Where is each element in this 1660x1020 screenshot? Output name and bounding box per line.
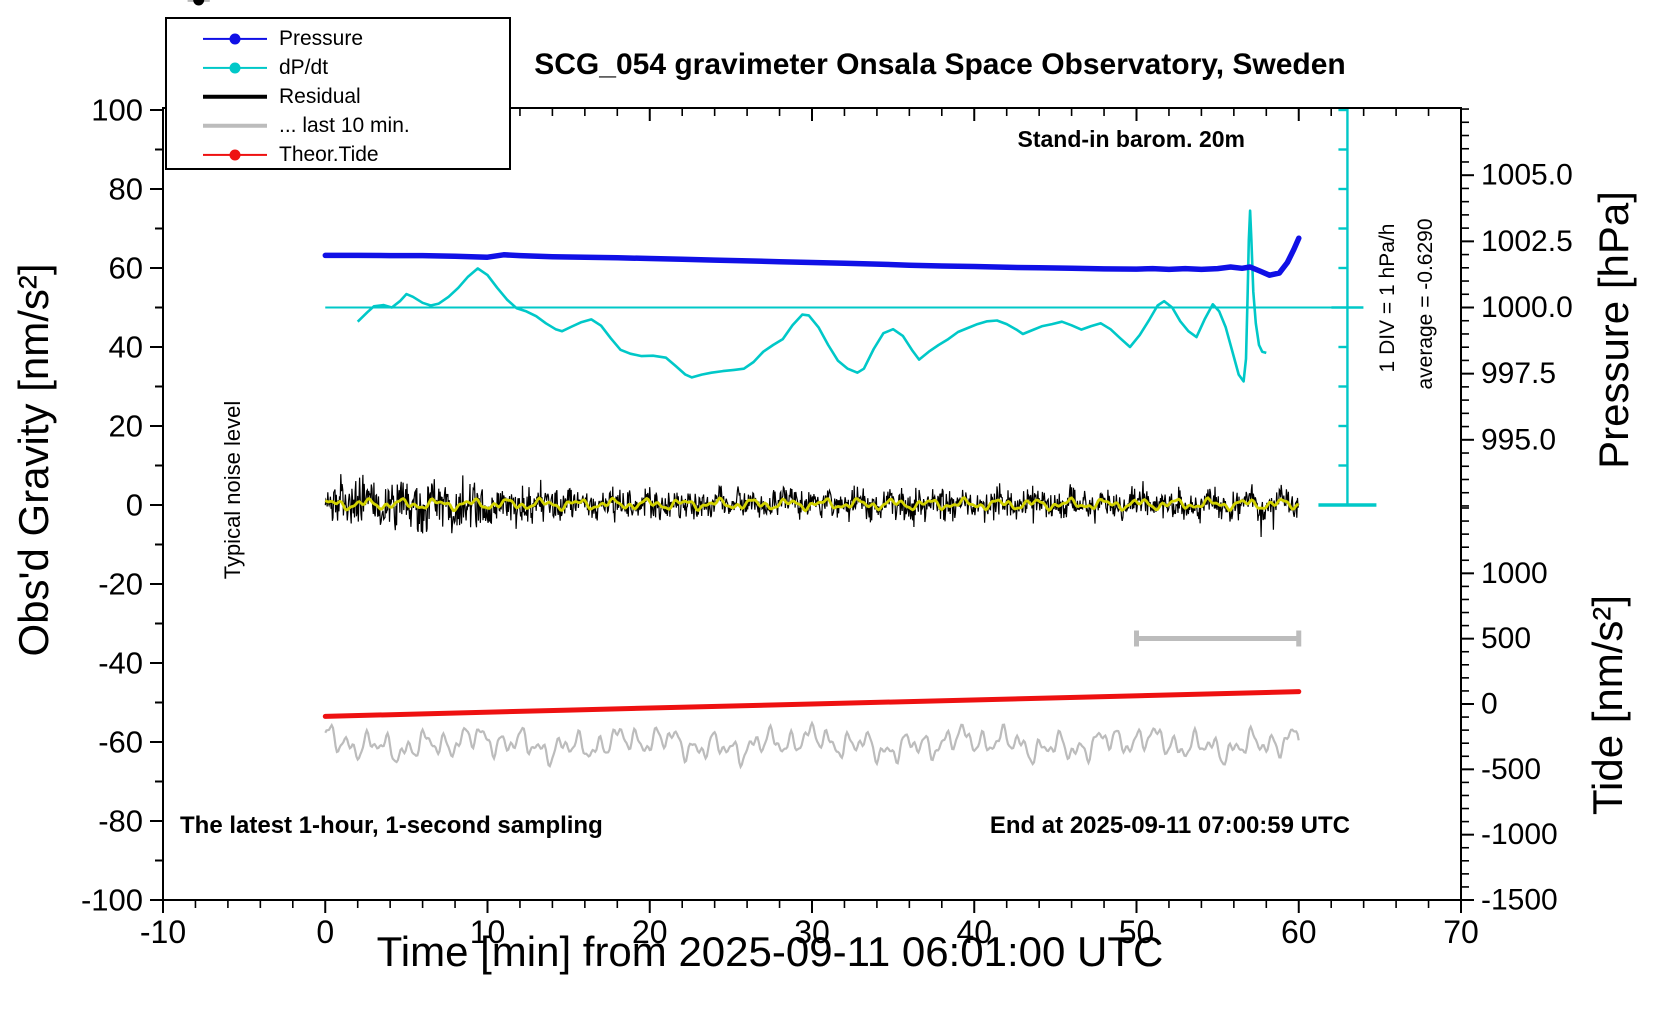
tide-axis-ticks: -1500 -1000 -500 0 500 1000 [1461, 507, 1558, 917]
svg-text:500: 500 [1481, 622, 1531, 655]
svg-text:1000: 1000 [1481, 557, 1548, 590]
legend-sample-0 [203, 33, 267, 45]
svg-text:1000.0: 1000.0 [1481, 291, 1573, 324]
svg-text:-1500: -1500 [1481, 884, 1558, 917]
svg-text:20: 20 [632, 914, 668, 950]
legend-label: dP/dt [279, 55, 329, 79]
last10-range-bar [1134, 630, 1302, 647]
svg-text:-500: -500 [1481, 753, 1541, 786]
tide-axis-title: Tide [nm/s²] [1584, 594, 1631, 816]
svg-text:80: 80 [109, 172, 143, 207]
series-last10 [324, 720, 1300, 770]
legend-label: Residual [279, 84, 361, 108]
svg-text:50: 50 [1119, 914, 1155, 950]
svg-text:1005.0: 1005.0 [1481, 159, 1573, 192]
series-theor-tide [322, 689, 1302, 719]
svg-text:-80: -80 [98, 804, 143, 839]
svg-text:995.0: 995.0 [1481, 423, 1556, 456]
gravity-axis-title: Obs'd Gravity [nm/s²] [10, 263, 57, 657]
legend-dot-1 [229, 62, 241, 73]
svg-text:40: 40 [109, 330, 143, 365]
legend-item-4: Theor.Tide [167, 140, 509, 169]
svg-text:0: 0 [126, 488, 143, 523]
legend-item-3: ... last 10 min. [167, 111, 509, 140]
div-scale-annotation: 1 DIV = 1 hPa/h [1376, 223, 1399, 373]
legend-dot-0 [229, 33, 241, 44]
legend-item-1: dP/dt [167, 53, 509, 82]
svg-text:997.5: 997.5 [1481, 357, 1556, 390]
legend-item-0: Pressure [167, 24, 509, 53]
svg-text:20: 20 [109, 409, 143, 444]
typical-noise-label: Typical noise level [220, 400, 245, 580]
svg-text:1002.5: 1002.5 [1481, 225, 1573, 258]
chart-title: SCG_054 gravimeter Onsala Space Observat… [534, 48, 1346, 81]
legend-dot-4 [229, 149, 241, 160]
noise-level-errorbar [187, 0, 210, 6]
x-axis-title: Time [min] from 2025-09-11 06:01:00 UTC [376, 928, 1164, 975]
average-annotation: average = -0.6290 [1414, 218, 1437, 390]
legend-item-2: Residual [167, 82, 509, 111]
legend-label: Pressure [279, 26, 364, 50]
svg-text:30: 30 [794, 914, 830, 950]
series-residual [324, 474, 1300, 538]
series-pressure [322, 235, 1302, 278]
barometer-annotation: Stand-in barom. 20m [1017, 126, 1245, 152]
series-dpdt [356, 209, 1267, 383]
legend-box: Pressure dP/dt Residual ... last 10 min. The… [165, 17, 511, 170]
svg-text:70: 70 [1443, 914, 1479, 950]
dpdt-scale-bar [1318, 108, 1377, 507]
series-residual-smooth [324, 496, 1299, 513]
legend-sample-4 [203, 149, 267, 161]
legend-label: Theor.Tide [279, 142, 379, 166]
legend-label: ... last 10 min. [279, 113, 410, 137]
svg-text:-100: -100 [81, 883, 143, 918]
end-time-annotation: End at 2025-09-11 07:00:59 UTC [989, 812, 1350, 839]
left-axis-ticks: -100 -80 -60 -40 -20 0 20 40 60 80 100 [81, 93, 163, 918]
svg-text:40: 40 [956, 914, 992, 950]
legend-sample-1 [203, 62, 267, 74]
svg-text:0: 0 [316, 914, 334, 950]
pressure-axis-ticks: 995.0 997.5 1000.0 1002.5 1005.0 [1461, 108, 1573, 507]
svg-text:-20: -20 [98, 567, 143, 602]
svg-text:-40: -40 [98, 646, 143, 681]
svg-text:100: 100 [91, 93, 143, 128]
sampling-annotation: The latest 1-hour, 1-second sampling [180, 812, 603, 839]
svg-text:60: 60 [109, 251, 143, 286]
svg-text:60: 60 [1281, 914, 1317, 950]
svg-text:-1000: -1000 [1481, 818, 1558, 851]
svg-text:10: 10 [470, 914, 506, 950]
svg-text:-60: -60 [98, 725, 143, 760]
legend-sample-2 [203, 91, 267, 103]
svg-text:0: 0 [1481, 688, 1498, 721]
svg-text:-10: -10 [140, 914, 186, 950]
legend-sample-3 [203, 120, 267, 132]
